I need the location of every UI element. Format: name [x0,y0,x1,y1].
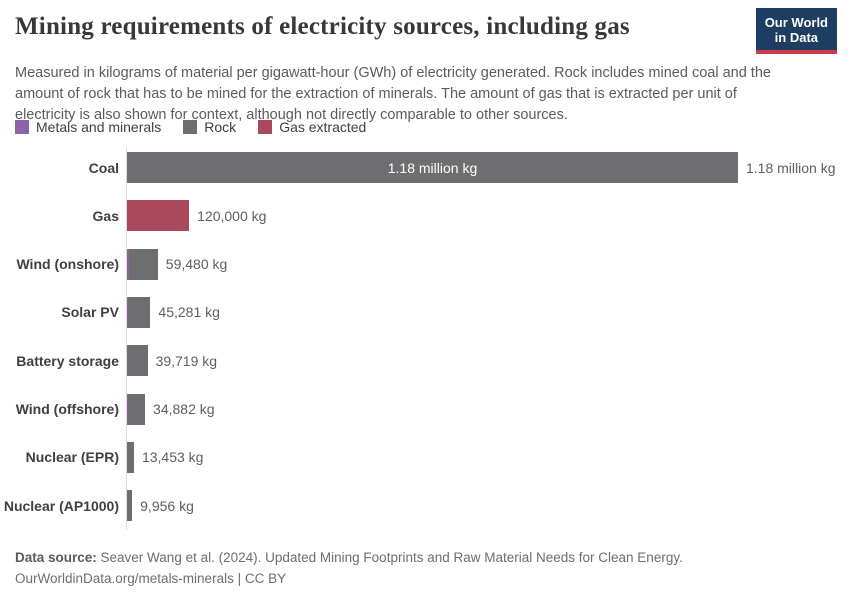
legend-item-rock[interactable]: Rock [183,119,236,135]
bar-segment-rock [127,393,146,425]
bar-battery-storage[interactable] [127,345,148,377]
bar-segment-rock [127,345,148,377]
bar-value-label: 39,719 kg [155,352,218,369]
bar-value-label: 34,882 kg [153,401,215,417]
chart-bar-row: Wind (onshore) 59,480 kg [0,248,850,280]
chart-bar-row: Battery storage 39,719 kg [0,345,850,377]
license-line: OurWorldinData.org/metals-minerals | CC … [15,568,683,589]
legend-swatch-metals-and-minerals [15,120,29,134]
bar-segment-rock [129,248,158,280]
bar-segment-metals-and-minerals [127,296,128,328]
bar-value-label: 120,000 kg [197,207,267,224]
bar-gas[interactable] [127,200,190,232]
y-axis-line [126,147,127,530]
legend-label: Metals and minerals [36,119,162,135]
bar-segment-rock [127,441,134,473]
bar-value-label: 59,480 kg [165,256,228,273]
bar-solar-pv[interactable] [127,296,151,328]
owid-logo-line1: Our World [764,15,828,30]
legend-item-gas-extracted[interactable]: Gas extracted [258,119,366,135]
legend-label: Rock [204,119,237,135]
bar-wind-onshore-[interactable] [127,248,158,280]
chart-footer: Data source: Seaver Wang et al. (2024). … [15,547,683,589]
category-label: Solar PV [61,304,119,321]
bar-segment-rock [127,296,151,328]
bar-nuclear-epr-[interactable] [127,441,134,473]
bar-value-label: 1.18 million kg [746,159,836,176]
chart-subtitle: Measured in kilograms of material per gi… [15,65,771,123]
data-source-text: Seaver Wang et al. (2024). Updated Minin… [96,550,683,565]
bar-value-label: 45,281 kg [158,304,220,321]
chart-bar-row: Nuclear (AP1000) 9,956 kg [0,490,850,522]
owid-url-link[interactable]: OurWorldinData.org/metals-minerals | CC … [15,571,287,586]
legend-swatch-rock [183,120,198,134]
category-label: Wind (offshore) [15,401,119,417]
chart-bar-row: Gas 120,000 kg [0,200,850,232]
legend-swatch-gas-extracted [258,120,273,134]
data-source-label: Data source: [15,550,97,565]
category-label: Wind (onshore) [16,256,119,273]
chart-bar-row: Nuclear (EPR) 13,453 kg [0,441,850,473]
bar-value-label: 13,453 kg [141,449,204,466]
bar-wind-offshore-[interactable] [127,393,146,425]
bar-segment-rock [127,152,738,183]
bar-value-label: 9,956 kg [140,497,194,514]
category-label: Nuclear (EPR) [25,449,119,466]
category-label: Gas [92,207,119,224]
data-source-line: Data source: Seaver Wang et al. (2024). … [15,547,683,568]
category-label: Nuclear (AP1000) [3,497,119,514]
bar-segment-gas-extracted [127,200,190,232]
bar-segment-rock [127,490,133,522]
page-title: Mining requirements of electricity sourc… [15,13,630,40]
legend-label: Gas extracted [279,119,367,135]
chart-bar-row: Coal 1.18 million kg 1.18 million kg [0,152,850,183]
bar-segment-metals-and-minerals [127,393,128,425]
chart-bar-row: Wind (offshore) 34,882 kg [0,393,850,425]
owid-logo[interactable]: Our World in Data [755,8,837,54]
bar-chart: Coal 1.18 million kg 1.18 million kg Gas 120… [0,147,850,531]
chart-legend: Metals and minerals Rock Gas extracted [15,119,366,135]
bar-nuclear-ap1000-[interactable] [127,490,133,522]
bar-coal[interactable]: 1.18 million kg [127,152,738,183]
owid-logo-line2: in Data [774,30,819,45]
category-label: Battery storage [16,352,119,369]
category-label: Coal [88,159,119,176]
legend-item-metals-and-minerals[interactable]: Metals and minerals [15,119,161,135]
bar-segment-metals-and-minerals [127,248,130,280]
chart-bar-row: Solar PV 45,281 kg [0,296,850,328]
